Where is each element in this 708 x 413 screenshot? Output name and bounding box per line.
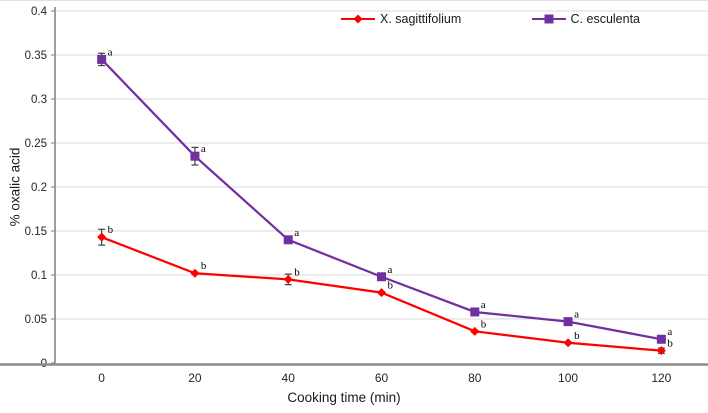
legend-item-c-esculenta: C. esculenta	[531, 12, 640, 26]
point-significance-label: a	[481, 299, 486, 311]
point-significance-label: a	[667, 326, 672, 338]
point-significance-label: b	[667, 338, 673, 350]
legend-item-x-sagittifolium: X. sagittifolium	[340, 12, 461, 26]
data-point-square	[97, 54, 107, 64]
x-tick-label: 80	[468, 371, 482, 385]
y-tick-label: 0.2	[31, 182, 47, 194]
data-point-square	[656, 334, 666, 344]
data-point-diamond	[97, 232, 107, 242]
data-point-square	[563, 317, 573, 327]
data-point-diamond	[563, 338, 573, 348]
data-point-diamond	[190, 268, 200, 278]
y-axis-title: % oxalic acid	[7, 147, 23, 227]
legend-diamond-marker-icon	[341, 14, 375, 24]
data-point-diamond	[283, 274, 293, 284]
x-tick-label: 60	[375, 371, 389, 385]
point-significance-label: b	[388, 280, 394, 292]
x-tick-label: 0	[98, 371, 105, 385]
data-point-diamond	[377, 288, 386, 298]
y-tick-label: 0.05	[25, 314, 47, 326]
point-significance-label: a	[294, 227, 299, 239]
legend-label-x-sagittifolium: X. sagittifolium	[380, 12, 462, 26]
data-point-square	[190, 151, 200, 161]
data-point-square	[377, 272, 386, 282]
y-tick-label: 0.4	[31, 6, 48, 18]
x-tick-label: 100	[558, 371, 578, 385]
point-significance-label: b	[574, 330, 580, 342]
data-point-square	[470, 307, 480, 317]
x-tick-label: 120	[651, 371, 671, 385]
point-significance-label: a	[108, 46, 113, 58]
data-point-square	[283, 235, 293, 245]
y-tick-label: 0.35	[25, 50, 47, 62]
point-significance-label: b	[201, 260, 207, 272]
point-significance-label: a	[574, 309, 579, 321]
series-line-1	[100, 58, 662, 341]
point-significance-label: b	[294, 266, 300, 278]
chart-legend: X. sagittifolium C. esculenta	[340, 12, 640, 26]
x-tick-label: 40	[282, 371, 296, 385]
point-significance-label: a	[388, 264, 393, 276]
y-tick-label: 0.15	[25, 226, 47, 238]
y-tick-label: 0.3	[31, 94, 47, 106]
legend-label-c-esculenta: C. esculenta	[570, 12, 640, 26]
x-axis-title: Cooking time (min)	[287, 390, 401, 405]
legend-square-marker-icon	[531, 14, 566, 24]
point-significance-label: b	[481, 318, 487, 330]
y-tick-label: 0.25	[25, 138, 47, 150]
data-point-diamond	[470, 326, 480, 336]
data-point-diamond	[656, 346, 666, 356]
point-significance-label: b	[108, 224, 114, 236]
point-significance-label: a	[201, 143, 206, 155]
y-tick-label: 0.1	[31, 270, 47, 282]
x-tick-label: 20	[188, 371, 202, 385]
